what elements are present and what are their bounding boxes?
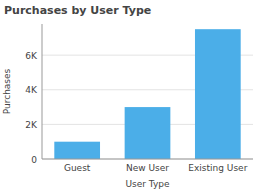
y-tick-label: 0 [31,155,37,165]
x-tick-label: Guest [64,163,91,173]
x-tick-label: Existing User [188,163,247,173]
title: Purchases by User Type [4,4,151,17]
y-tick-label: 2K [25,120,38,130]
grid-line [42,159,253,160]
y-axis-label: Purchases [2,68,12,114]
x-axis-line [42,159,253,160]
y-tick-label: 4K [25,85,38,95]
bars [54,29,240,159]
bar [125,107,171,159]
bar [54,142,100,159]
x-axis-label: User Type [125,179,170,189]
bar [195,29,241,159]
y-tick-label: 6K [25,51,38,61]
chart: Purchases by User Type 0 2K 4K 6K Guest New Us… [0,0,261,193]
y-axis-line [42,24,43,159]
x-tick-label: New User [126,163,169,173]
